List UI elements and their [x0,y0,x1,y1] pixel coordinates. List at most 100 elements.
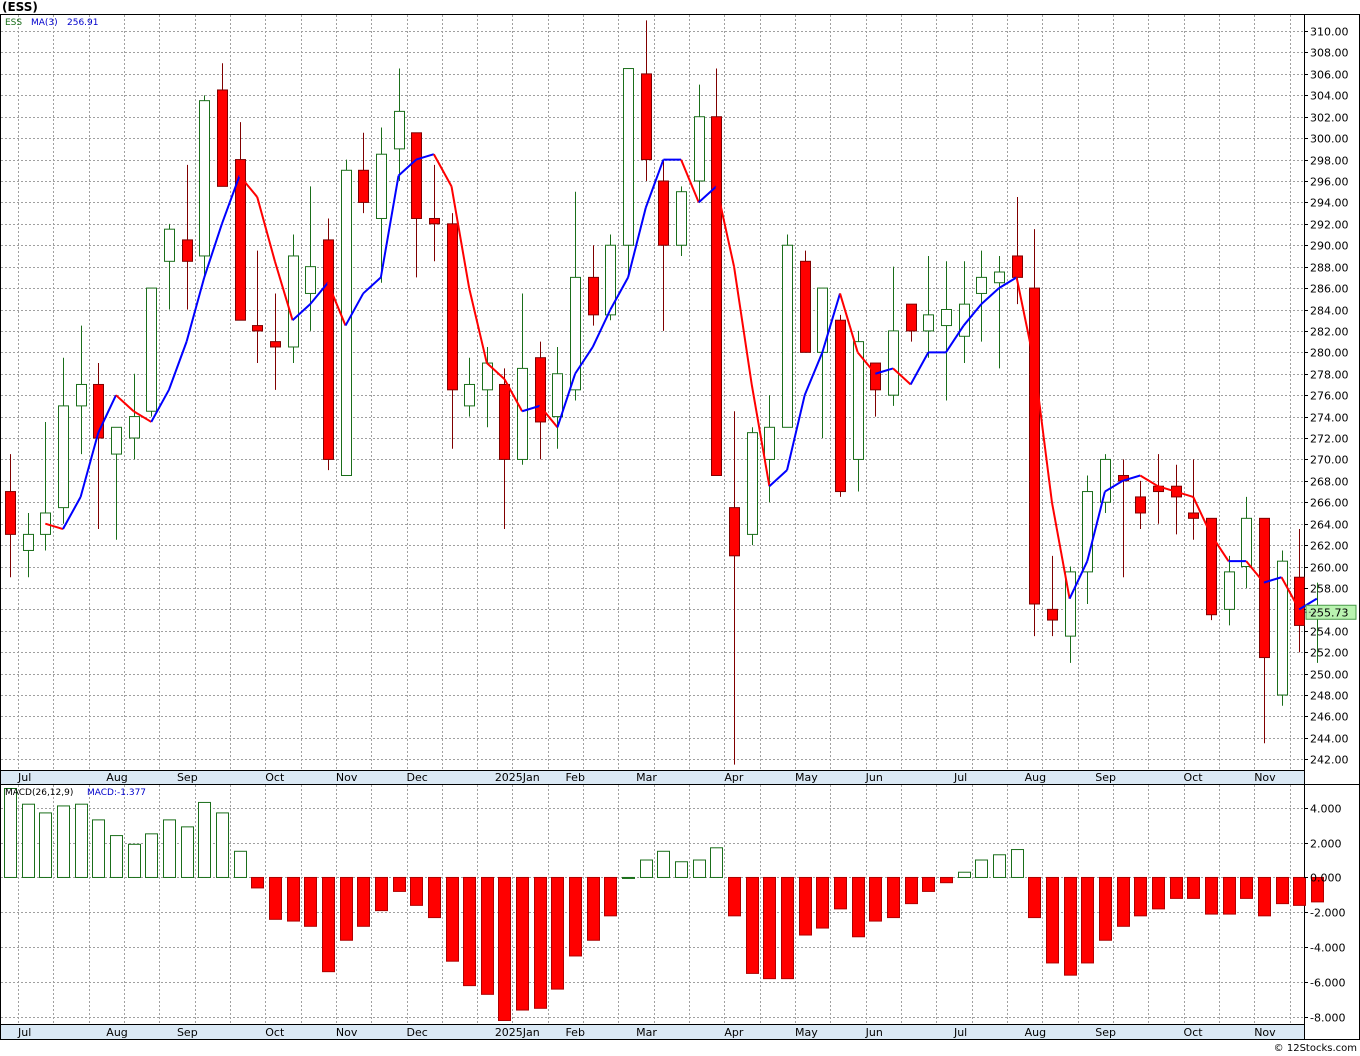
macd-x-tick-label: Aug [1025,1026,1046,1039]
macd-bar-positive [128,843,141,878]
price-tick-label: 268.00 [1310,476,1349,489]
candle-body-up [305,266,316,294]
candle-body-up [959,303,970,337]
macd-bar-negative [587,876,600,941]
ma-segment [644,159,665,209]
candle-body-up [994,271,1005,284]
price-x-tick-label: Jul [17,771,31,784]
price-tick-label: 308.00 [1310,47,1349,60]
macd-bar-negative [1205,876,1218,915]
price-x-tick-label: 2025Jan [495,771,540,784]
macd-bar-positive [4,787,17,878]
candle-body-up [853,341,864,460]
ma-segment [750,384,771,487]
price-tick-label: 276.00 [1310,390,1349,403]
macd-x-tick-label: Sep [177,1026,198,1039]
ma-segment [79,432,100,498]
candle-body-up [764,426,775,460]
price-tick-label: 290.00 [1310,240,1349,253]
price-tick-label: 282.00 [1310,326,1349,339]
price-tick-label: 286.00 [1310,283,1349,296]
macd-x-tick-label: Oct [265,1026,285,1039]
price-x-tick-label: Sep [177,771,198,784]
macd-bar-negative [1311,876,1324,903]
candle-body-down [800,260,811,353]
candle-body-down [5,491,16,535]
price-tick-label: 278.00 [1310,369,1349,382]
price-tick-label: 284.00 [1310,305,1349,318]
macd-bar-positive [75,803,88,878]
price-tick-label: 242.00 [1310,754,1349,767]
macd-bar-positive [163,819,176,878]
ma-segment [856,351,877,375]
price-tick-label: 266.00 [1310,497,1349,510]
ma-segment [256,196,276,262]
ma-segment [1139,474,1159,488]
macd-bar-negative [516,876,529,1011]
ma-segment [1263,576,1282,584]
price-tick-label: 246.00 [1310,711,1349,724]
chart-title: (ESS) [2,0,38,14]
price-x-tick-label: Oct [265,771,285,784]
candle-body-up [517,367,528,460]
ma-segment [62,496,82,530]
price-tick-label: 294.00 [1310,197,1349,210]
ma-segment [574,346,594,375]
macd-tick-label: 0.000 [1310,872,1342,885]
candle-body-down [835,319,846,493]
ma-segment [291,303,311,321]
candle-body-up [1100,458,1111,503]
ma-segment [539,405,559,428]
ma-segment [839,293,859,353]
ma-segment [1086,491,1106,562]
ma-segment [1104,479,1124,493]
macd-bar-negative [1240,876,1253,899]
candle-body-down [1012,255,1023,278]
ma-segment [1015,277,1036,364]
macd-bar-positive [234,850,247,878]
price-tick-label: 288.00 [1310,262,1349,275]
candle-body-down [658,180,669,246]
candle-body-up [146,287,157,412]
macd-x-tick-label: Apr [724,1026,744,1039]
macd-bar-positive [675,861,688,878]
ma-segment [432,153,453,187]
ma-segment [1122,474,1141,482]
macd-axis-frame [1304,784,1360,1040]
ma-segment [680,159,700,203]
price-x-tick-label: Oct [1184,771,1204,784]
macd-bar-negative [410,876,423,906]
macd-x-tick-label: Nov [336,1026,358,1039]
macd-bar-negative [905,876,918,905]
macd-bar-negative [463,876,476,987]
price-tick-label: 272.00 [1310,433,1349,446]
candle-body-up [694,116,705,182]
ma-segment [45,522,64,530]
macd-bar-positive [975,859,988,878]
candle-body-down [906,303,917,332]
ma-segment [786,394,806,471]
ma-segment [238,175,259,198]
macd-bar-negative [1064,876,1077,976]
candle-body-up [1224,571,1235,610]
candle-body-down [1206,517,1217,616]
price-tick-label: 280.00 [1310,347,1349,360]
candle-body-down [641,73,652,161]
candle-body-down [870,362,881,391]
ma-segment [273,261,294,321]
ma-segment [326,282,347,326]
macd-bar-negative [428,876,441,919]
candle-body-up [164,228,175,262]
candle-body-up [923,314,934,332]
price-x-tick-label: Mar [636,771,657,784]
price-x-tick-label: Sep [1095,771,1116,784]
candle-body-down [235,159,246,321]
price-tick-label: 252.00 [1310,647,1349,660]
candle-body-down [182,239,193,262]
candle-body-up [58,405,69,509]
ma-segment [1298,597,1318,611]
macd-bar-negative [1187,876,1200,899]
ma-segment [379,175,400,278]
ma-segment [909,351,930,385]
macd-bar-negative [1223,876,1236,915]
